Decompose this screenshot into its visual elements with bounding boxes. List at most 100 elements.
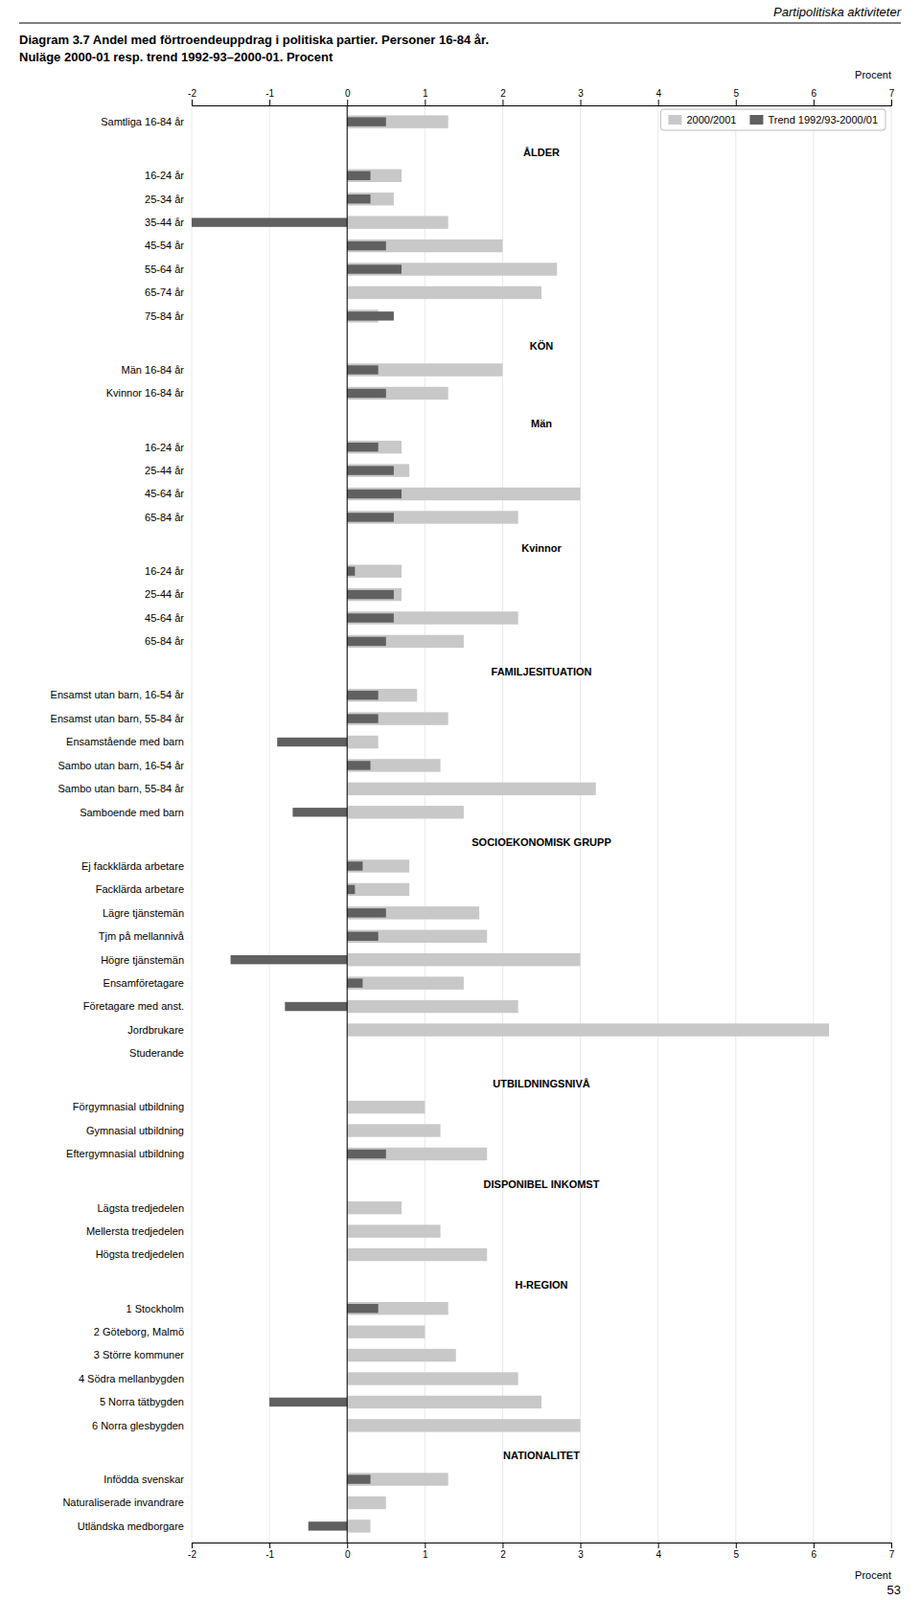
tick-mark: [813, 1542, 815, 1549]
category-label: 45-64 år: [144, 612, 184, 624]
tick: -2: [187, 88, 197, 106]
category-label: 25-44 år: [144, 464, 184, 477]
category-label: Lägsta tredjedelen: [96, 1202, 184, 1215]
grid-line: [891, 105, 893, 1543]
category-label: 5 Norra tätbygden: [99, 1396, 184, 1408]
group-header: ÅLDER: [523, 146, 560, 159]
bar: [346, 510, 518, 524]
category-label: 25-34 år: [144, 193, 184, 206]
tick: 7: [889, 1542, 896, 1561]
tick: 6: [811, 1542, 818, 1561]
bar: [346, 365, 378, 374]
bar: [346, 1248, 487, 1262]
bar: [346, 1349, 457, 1362]
bar: [346, 760, 370, 770]
tick-mark: [891, 99, 893, 106]
group-header: UTBILDNINGSNIVÅ: [492, 1078, 591, 1090]
grid-line: [502, 105, 504, 1543]
category-label: Förgymnasial utbildning: [72, 1101, 184, 1113]
legend-item: Trend 1992/93-2000/01: [749, 114, 878, 126]
category-label: Sambo utan barn, 16-54 år: [58, 759, 185, 772]
bar: [346, 953, 580, 966]
bar: [276, 737, 347, 747]
bar: [346, 264, 402, 274]
category-label: 75-84 år: [144, 310, 184, 322]
category-label: Kvinnor 16-84 år: [106, 387, 185, 399]
tick-label: 7: [889, 88, 896, 99]
bar: [346, 1201, 402, 1215]
bar: [346, 239, 503, 253]
tick-mark: [191, 1542, 193, 1549]
bar: [346, 442, 378, 452]
category-label: 4 Södra mellanbygden: [78, 1373, 184, 1385]
category-label: Samboende med barn: [79, 806, 184, 819]
category-label: Ensamstående med barn: [66, 736, 184, 748]
bar: [346, 440, 402, 454]
group-header: NATIONALITET: [503, 1449, 580, 1462]
category-label: Gymnasial utbildning: [86, 1125, 184, 1137]
bar: [346, 1101, 425, 1114]
bar: [346, 1023, 829, 1036]
bar: [346, 1150, 387, 1159]
bar: [346, 171, 370, 181]
category-label: Ensamst utan barn, 55-84 år: [50, 713, 185, 725]
bar: [346, 192, 394, 206]
bar: [346, 759, 440, 772]
tick-mark: [658, 99, 660, 106]
tick-label: 2: [500, 1549, 506, 1561]
bars: [191, 115, 829, 1533]
bar: [346, 906, 480, 920]
tick: -1: [265, 1542, 275, 1561]
bar: [346, 363, 503, 376]
zero-line: [346, 105, 348, 1543]
category-label: Sambo utan barn, 55-84 år: [58, 782, 185, 795]
bar: [346, 590, 394, 599]
legend-label: Trend 1992/93-2000/01: [767, 114, 878, 126]
category-label: 16-24 år: [144, 565, 184, 577]
tick: -1: [265, 88, 275, 106]
bar: [346, 262, 557, 276]
tick-label: 4: [655, 1549, 662, 1561]
grid-line: [269, 105, 271, 1543]
category-label: 1 Stockholm: [125, 1303, 184, 1315]
tick-label: -1: [265, 88, 275, 99]
tick: 1: [422, 1542, 429, 1561]
tick-label: 6: [811, 1549, 818, 1561]
bar: [346, 241, 387, 251]
tick-mark: [502, 1542, 504, 1549]
bar: [346, 512, 394, 522]
tick-label: 7: [889, 1549, 896, 1561]
tick-label: 1: [422, 1549, 429, 1561]
bar: [346, 487, 580, 501]
bar: [346, 736, 378, 749]
axis-domain: [192, 99, 893, 107]
bar: [346, 311, 394, 321]
category-label: Mellersta tredjedelen: [86, 1225, 184, 1238]
tick-mark: [346, 99, 348, 106]
bar: [346, 713, 378, 723]
bar: [346, 932, 378, 942]
category-label: 45-54 år: [144, 239, 184, 252]
chart: Partipolitiska aktiviteterDiagram 3.7 An…: [0, 0, 920, 1600]
tick-mark: [346, 1542, 348, 1549]
tick-label: 3: [577, 1549, 584, 1561]
tick: 5: [733, 88, 739, 106]
bar: [346, 1496, 387, 1510]
category-label: Tjm på mellannivå: [98, 930, 185, 943]
category-label: 6 Norra glesbygden: [92, 1420, 184, 1432]
x-axis-label: Procent: [854, 69, 892, 81]
bar: [346, 1419, 580, 1432]
tick-label: 5: [733, 1549, 739, 1561]
category-label: 2 Göteborg, Malmö: [93, 1326, 184, 1338]
page-number: 53: [887, 1583, 901, 1598]
tick-mark: [191, 99, 193, 106]
bar: [346, 1372, 518, 1385]
bar: [346, 690, 378, 700]
bar: [346, 782, 597, 796]
category-label: Ej fackklärda arbetare: [81, 860, 184, 873]
bar: [346, 389, 387, 398]
bar: [346, 930, 487, 943]
group-header: KÖN: [529, 340, 554, 352]
bar: [346, 564, 402, 577]
bar: [308, 1521, 348, 1531]
